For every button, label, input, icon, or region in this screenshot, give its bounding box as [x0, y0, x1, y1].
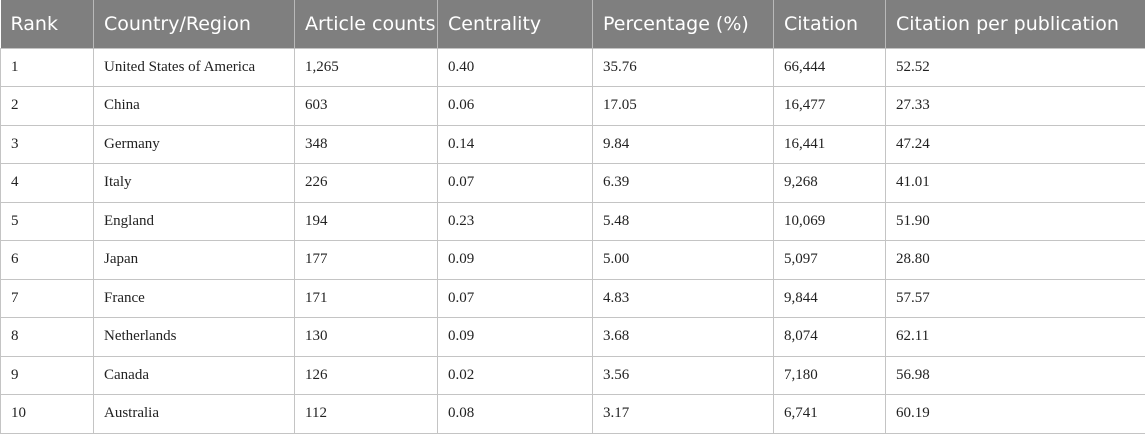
cell-citation: 66,444	[774, 48, 886, 87]
cell-citation-per-publication: 56.98	[886, 356, 1145, 395]
cell-centrality: 0.07	[438, 279, 593, 318]
cell-citation-per-publication: 28.80	[886, 241, 1145, 280]
cell-rank: 5	[1, 202, 94, 241]
cell-article-counts: 112	[295, 395, 438, 434]
cell-country: United States of America	[94, 48, 295, 87]
cell-article-counts: 177	[295, 241, 438, 280]
cell-percentage: 3.56	[593, 356, 774, 395]
cell-centrality: 0.08	[438, 395, 593, 434]
cell-country: Germany	[94, 125, 295, 164]
cell-centrality: 0.09	[438, 318, 593, 357]
cell-article-counts: 194	[295, 202, 438, 241]
cell-citation-per-publication: 60.19	[886, 395, 1145, 434]
cell-article-counts: 126	[295, 356, 438, 395]
header-citation: Citation	[774, 0, 886, 48]
header-citation-per-publication: Citation per publication	[886, 0, 1145, 48]
cell-citation: 8,074	[774, 318, 886, 357]
header-row: Rank Country/Region Article counts Centr…	[1, 0, 1145, 48]
cell-country: Italy	[94, 164, 295, 203]
cell-article-counts: 348	[295, 125, 438, 164]
cell-rank: 10	[1, 395, 94, 434]
cell-percentage: 35.76	[593, 48, 774, 87]
table-row: 7 France 171 0.07 4.83 9,844 57.57	[1, 279, 1145, 318]
header-article-counts: Article counts	[295, 0, 438, 48]
table-row: 9 Canada 126 0.02 3.56 7,180 56.98	[1, 356, 1145, 395]
cell-citation-per-publication: 52.52	[886, 48, 1145, 87]
cell-citation: 5,097	[774, 241, 886, 280]
cell-article-counts: 226	[295, 164, 438, 203]
cell-percentage: 5.00	[593, 241, 774, 280]
cell-citation: 9,844	[774, 279, 886, 318]
table-header: Rank Country/Region Article counts Centr…	[1, 0, 1145, 48]
cell-rank: 2	[1, 87, 94, 126]
cell-citation-per-publication: 27.33	[886, 87, 1145, 126]
cell-centrality: 0.07	[438, 164, 593, 203]
cell-citation: 16,441	[774, 125, 886, 164]
cell-centrality: 0.23	[438, 202, 593, 241]
cell-citation: 6,741	[774, 395, 886, 434]
header-percentage: Percentage (%)	[593, 0, 774, 48]
cell-article-counts: 171	[295, 279, 438, 318]
cell-article-counts: 603	[295, 87, 438, 126]
table-row: 4 Italy 226 0.07 6.39 9,268 41.01	[1, 164, 1145, 203]
cell-centrality: 0.06	[438, 87, 593, 126]
cell-centrality: 0.14	[438, 125, 593, 164]
cell-citation: 7,180	[774, 356, 886, 395]
cell-rank: 4	[1, 164, 94, 203]
cell-article-counts: 130	[295, 318, 438, 357]
cell-percentage: 3.17	[593, 395, 774, 434]
cell-country: Australia	[94, 395, 295, 434]
cell-rank: 7	[1, 279, 94, 318]
cell-rank: 1	[1, 48, 94, 87]
cell-rank: 9	[1, 356, 94, 395]
cell-percentage: 6.39	[593, 164, 774, 203]
cell-percentage: 17.05	[593, 87, 774, 126]
cell-country: China	[94, 87, 295, 126]
cell-citation: 16,477	[774, 87, 886, 126]
header-centrality: Centrality	[438, 0, 593, 48]
header-rank: Rank	[1, 0, 94, 48]
cell-citation: 9,268	[774, 164, 886, 203]
table-row: 6 Japan 177 0.09 5.00 5,097 28.80	[1, 241, 1145, 280]
cell-article-counts: 1,265	[295, 48, 438, 87]
cell-percentage: 4.83	[593, 279, 774, 318]
cell-citation-per-publication: 47.24	[886, 125, 1145, 164]
table-row: 10 Australia 112 0.08 3.17 6,741 60.19	[1, 395, 1145, 434]
cell-centrality: 0.40	[438, 48, 593, 87]
cell-country: France	[94, 279, 295, 318]
cell-rank: 8	[1, 318, 94, 357]
table-row: 5 England 194 0.23 5.48 10,069 51.90	[1, 202, 1145, 241]
table-row: 2 China 603 0.06 17.05 16,477 27.33	[1, 87, 1145, 126]
cell-country: England	[94, 202, 295, 241]
cell-country: Japan	[94, 241, 295, 280]
cell-citation-per-publication: 62.11	[886, 318, 1145, 357]
header-country-region: Country/Region	[94, 0, 295, 48]
cell-rank: 3	[1, 125, 94, 164]
cell-rank: 6	[1, 241, 94, 280]
table-row: 8 Netherlands 130 0.09 3.68 8,074 62.11	[1, 318, 1145, 357]
cell-country: Canada	[94, 356, 295, 395]
cell-centrality: 0.02	[438, 356, 593, 395]
cell-citation: 10,069	[774, 202, 886, 241]
table-row: 3 Germany 348 0.14 9.84 16,441 47.24	[1, 125, 1145, 164]
cell-citation-per-publication: 41.01	[886, 164, 1145, 203]
cell-citation-per-publication: 51.90	[886, 202, 1145, 241]
table-row: 1 United States of America 1,265 0.40 35…	[1, 48, 1145, 87]
cell-percentage: 9.84	[593, 125, 774, 164]
cell-country: Netherlands	[94, 318, 295, 357]
table-body: 1 United States of America 1,265 0.40 35…	[1, 48, 1145, 433]
cell-centrality: 0.09	[438, 241, 593, 280]
cell-citation-per-publication: 57.57	[886, 279, 1145, 318]
cell-percentage: 5.48	[593, 202, 774, 241]
cell-percentage: 3.68	[593, 318, 774, 357]
